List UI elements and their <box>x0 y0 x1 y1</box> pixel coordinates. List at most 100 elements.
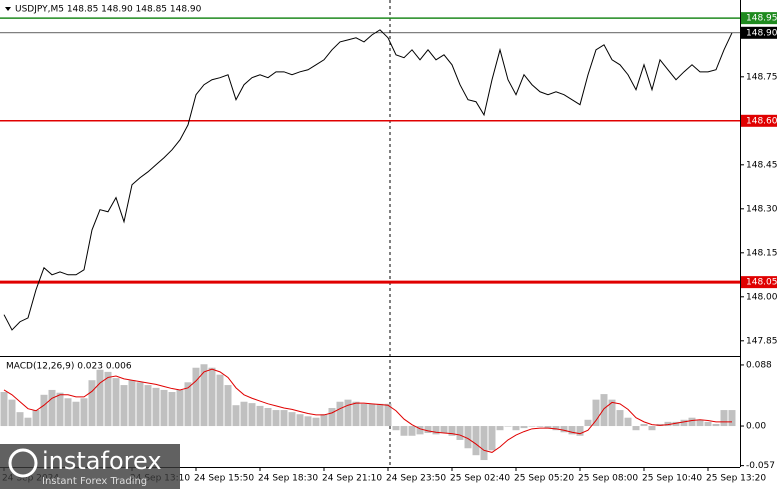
histogram-bar <box>320 414 328 427</box>
y-tick-label: 148.75 <box>746 72 778 82</box>
x-tick-label: 24 Sep 15:50 <box>194 474 254 484</box>
histogram-bar <box>664 421 672 427</box>
histogram-bar <box>312 417 320 427</box>
histogram-bar <box>392 426 400 431</box>
histogram-bar <box>64 398 72 427</box>
y-tick-label: 147.85 <box>746 336 778 346</box>
x-tick-label: 25 Sep 08:00 <box>578 474 638 484</box>
histogram-bar <box>112 378 120 427</box>
indicator-title: MACD(12,26,9) 0.023 0.006 <box>6 362 132 372</box>
level-label: 148.60 <box>746 116 778 126</box>
histogram-bar <box>136 382 144 427</box>
histogram-bar <box>464 426 472 449</box>
histogram-bar <box>432 426 440 435</box>
histogram-bar <box>120 385 128 427</box>
watermark-brand: instaforex <box>42 447 162 475</box>
histogram-bar <box>160 389 168 427</box>
histogram-bar <box>280 410 288 427</box>
y-tick-label: 0.00 <box>746 422 766 432</box>
histogram-bar <box>88 380 96 427</box>
histogram-bar <box>272 410 280 427</box>
watermark-icon <box>8 448 38 478</box>
histogram-bar <box>496 426 504 431</box>
histogram-bar <box>48 389 56 427</box>
histogram-bar <box>480 426 488 461</box>
histogram-bar <box>632 426 640 431</box>
y-tick-label: 0.088 <box>746 360 772 370</box>
histogram-bar <box>56 392 64 427</box>
histogram-bar <box>32 410 40 427</box>
chart-title: USDJPY,M5 148.85 148.90 148.85 148.90 <box>15 5 202 15</box>
y-tick-label: 148.45 <box>746 160 778 170</box>
histogram-bar <box>8 399 16 427</box>
watermark: instaforex Instant Forex Trading <box>0 444 180 489</box>
y-tick-label: -0.057 <box>746 461 775 471</box>
histogram-bar <box>624 417 632 427</box>
level-label-box <box>741 114 777 127</box>
histogram-bar <box>336 401 344 427</box>
level-label: 148.95 <box>746 14 778 24</box>
histogram-bar <box>408 426 416 436</box>
histogram-bar <box>216 374 224 427</box>
histogram-bar <box>520 426 528 429</box>
histogram-bar <box>368 403 376 427</box>
histogram-bar <box>0 392 8 427</box>
histogram-bar <box>352 401 360 427</box>
level-label: 148.05 <box>746 278 778 288</box>
histogram-bar <box>80 398 88 427</box>
histogram-bar <box>344 399 352 427</box>
x-tick-label: 25 Sep 10:40 <box>642 474 702 484</box>
histogram-bar <box>672 421 680 427</box>
histogram-bar <box>72 401 80 427</box>
histogram-bar <box>456 426 464 440</box>
histogram-bar <box>168 392 176 427</box>
level-label: 148.90 <box>746 28 778 38</box>
histogram-bar <box>600 394 608 427</box>
histogram-bar <box>592 399 600 427</box>
y-tick-label: 148.00 <box>746 292 778 302</box>
histogram-bar <box>616 410 624 427</box>
x-tick-label: 24 Sep 21:10 <box>322 474 382 484</box>
histogram-bar <box>416 426 424 435</box>
level-label-box <box>741 12 777 25</box>
level-label-box <box>741 276 777 289</box>
histogram-bar <box>248 403 256 427</box>
histogram-bar <box>360 403 368 427</box>
histogram-bar <box>104 371 112 427</box>
histogram-bar <box>568 426 576 435</box>
histogram-bar <box>552 426 560 431</box>
histogram-bar <box>608 399 616 427</box>
histogram-bar <box>400 426 408 436</box>
watermark-tagline: Instant Forex Trading <box>42 476 147 487</box>
histogram-bar <box>528 426 536 427</box>
histogram-bar <box>472 426 480 456</box>
histogram-bar <box>232 405 240 427</box>
histogram-bar <box>40 394 48 427</box>
level-label-box <box>741 26 777 39</box>
histogram-bar <box>512 426 520 431</box>
histogram-bar <box>536 426 544 427</box>
histogram-bar <box>640 423 648 427</box>
x-tick-label: 24 Sep 18:30 <box>258 474 318 484</box>
histogram-bar <box>728 410 736 427</box>
histogram-bar <box>544 426 552 429</box>
histogram-bar <box>304 416 312 427</box>
histogram-bar <box>184 382 192 427</box>
histogram-bar <box>376 403 384 427</box>
title-marker <box>5 7 11 11</box>
histogram-bar <box>488 426 496 451</box>
x-tick-label: 25 Sep 02:40 <box>450 474 510 484</box>
histogram-bar <box>96 369 104 427</box>
histogram-bar <box>144 385 152 427</box>
histogram-bar <box>504 426 512 427</box>
histogram-bar <box>328 407 336 427</box>
histogram-bar <box>176 389 184 427</box>
histogram-bar <box>240 401 248 427</box>
histogram-bar <box>704 421 712 427</box>
histogram-bar <box>424 426 432 433</box>
histogram-bar <box>680 419 688 427</box>
histogram-bar <box>192 367 200 427</box>
histogram-bar <box>256 405 264 427</box>
histogram-bar <box>24 417 32 427</box>
